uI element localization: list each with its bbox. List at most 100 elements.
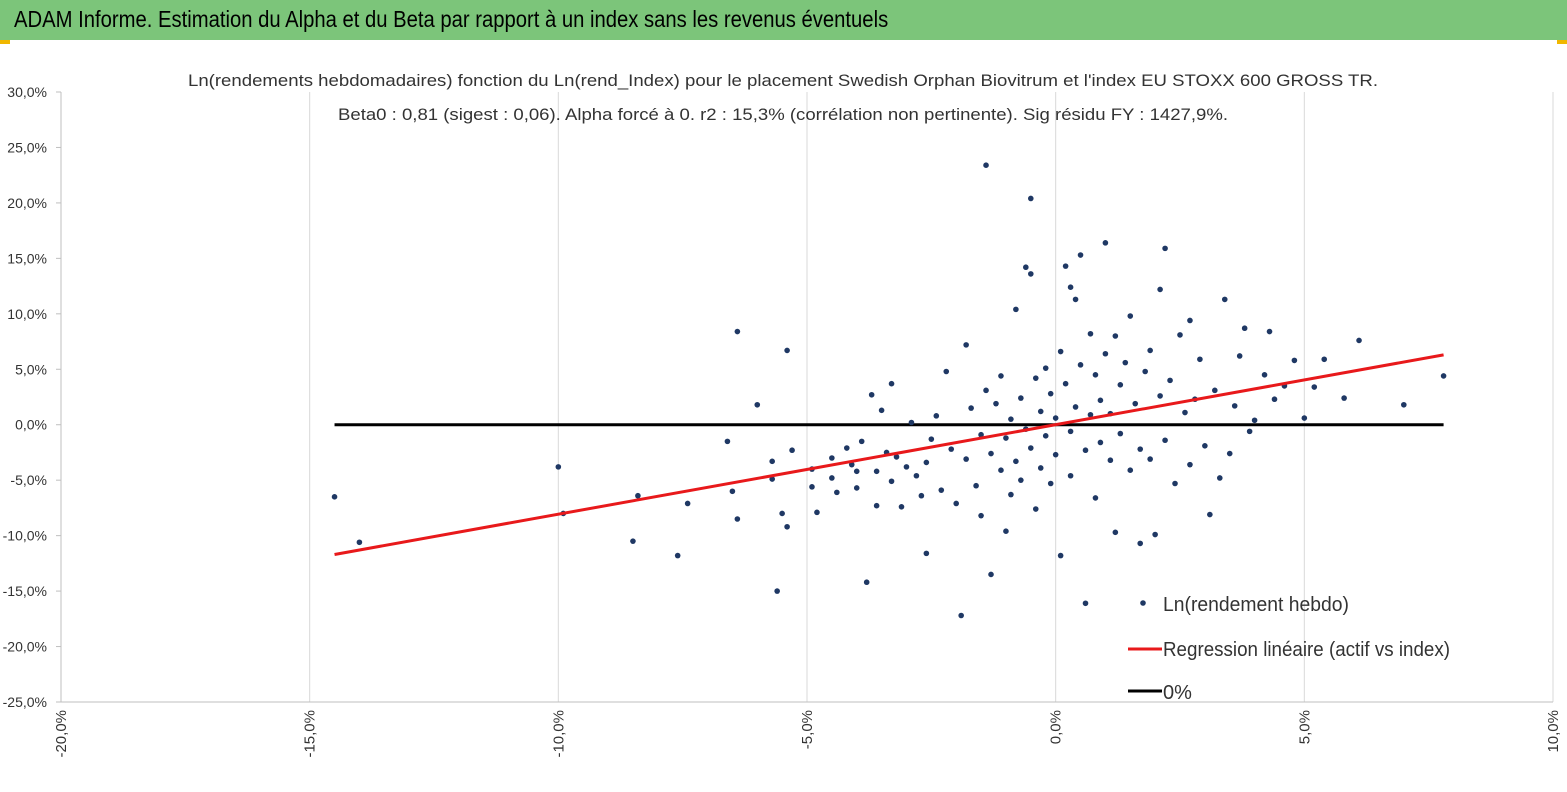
data-point <box>978 512 984 519</box>
data-point <box>888 380 895 387</box>
data-point <box>331 494 338 500</box>
corner-marker-left <box>0 40 10 44</box>
data-point <box>784 347 790 354</box>
data-point <box>983 387 989 394</box>
x-tick-label: -5,0% <box>799 710 816 749</box>
data-point <box>1037 408 1044 415</box>
data-point <box>1028 195 1034 202</box>
data-point <box>1003 528 1009 534</box>
legend-marker-points <box>1140 600 1146 606</box>
data-point <box>1401 401 1407 408</box>
legend-label-regression: Regression linéaire (actif vs index) <box>1163 639 1450 661</box>
banner-title: ADAM Informe. Estimation du Alpha et du … <box>14 6 889 32</box>
data-point <box>1072 296 1079 303</box>
data-point <box>789 447 795 454</box>
data-point <box>1157 286 1163 293</box>
data-point <box>1241 325 1248 332</box>
y-tick-label: 10,0% <box>7 306 47 322</box>
data-point <box>868 391 875 398</box>
data-point <box>1082 600 1089 607</box>
y-tick-label: 5,0% <box>15 361 47 377</box>
data-point <box>1251 417 1258 424</box>
data-point <box>978 431 984 438</box>
legend: Ln(rendement hebdo) Regression linéaire … <box>1128 594 1450 704</box>
data-point <box>1157 393 1163 399</box>
data-point <box>1062 380 1069 387</box>
legend-label-points: Ln(rendement hebdo) <box>1163 594 1349 616</box>
points-layer <box>331 162 1447 619</box>
data-point <box>1082 447 1089 454</box>
data-point <box>1067 428 1074 435</box>
data-point <box>1231 403 1238 409</box>
data-point <box>1182 409 1188 416</box>
data-point <box>1067 284 1074 290</box>
data-point <box>1087 411 1094 418</box>
data-point <box>963 342 969 348</box>
data-point <box>998 467 1004 474</box>
y-tick-label: 15,0% <box>7 250 47 266</box>
data-point <box>1008 416 1014 422</box>
data-point <box>888 478 895 485</box>
data-point <box>1047 390 1054 397</box>
data-point <box>1013 306 1019 313</box>
data-point <box>1162 437 1168 444</box>
data-point <box>858 438 865 445</box>
data-point <box>958 612 964 619</box>
data-point <box>938 487 945 493</box>
data-point <box>893 454 900 460</box>
data-point <box>933 413 940 419</box>
data-point <box>1117 382 1124 388</box>
data-point <box>903 464 910 470</box>
data-point <box>809 484 815 490</box>
y-tick-label: -25,0% <box>3 694 47 710</box>
data-point <box>1152 531 1158 538</box>
x-tick-label: -20,0% <box>53 710 70 758</box>
data-point <box>1018 477 1024 483</box>
data-point <box>1147 347 1153 354</box>
data-point <box>729 488 736 495</box>
y-tick-label: 25,0% <box>7 139 47 155</box>
data-point <box>1092 495 1099 501</box>
data-point <box>988 571 994 578</box>
data-point <box>1028 271 1034 277</box>
data-point <box>1122 359 1129 366</box>
data-point <box>769 476 775 482</box>
data-point <box>1023 264 1029 271</box>
chart-svg: -20,0% -15,0% -10,0% -5,0% 0,0% 5,0% 10,0% 30,0… <box>3 71 1562 758</box>
data-point <box>1207 511 1213 518</box>
data-point <box>1032 375 1039 381</box>
data-point <box>843 445 850 451</box>
data-point <box>863 579 870 586</box>
data-point <box>1013 458 1019 465</box>
data-point <box>1072 404 1079 410</box>
data-point <box>1311 384 1318 390</box>
corner-marker-right <box>1557 40 1567 44</box>
data-point <box>1057 348 1064 355</box>
data-point <box>968 405 974 411</box>
data-point <box>1162 245 1168 252</box>
axis-layer: -20,0% -15,0% -10,0% -5,0% 0,0% 5,0% 10,0% 30,0… <box>3 84 1562 758</box>
data-point <box>1077 362 1084 368</box>
data-point <box>1226 450 1233 457</box>
data-point <box>1216 475 1223 481</box>
data-point <box>1321 356 1328 363</box>
data-point <box>1271 396 1278 403</box>
data-point <box>1177 332 1183 338</box>
data-point <box>1052 415 1059 421</box>
data-point <box>1132 400 1139 407</box>
data-point <box>898 504 905 510</box>
data-point <box>1112 529 1119 536</box>
data-point <box>1246 428 1253 435</box>
data-point <box>1008 491 1014 498</box>
data-point <box>1037 465 1044 471</box>
y-tick-label: -15,0% <box>3 583 47 599</box>
regression-layer <box>334 353 1444 556</box>
data-point <box>779 510 785 517</box>
data-point <box>923 550 930 557</box>
data-point <box>853 485 860 491</box>
data-point <box>1042 433 1049 439</box>
x-tick-label: -15,0% <box>302 710 319 758</box>
data-point <box>878 407 885 414</box>
data-point <box>1062 263 1069 269</box>
data-point <box>973 482 979 489</box>
